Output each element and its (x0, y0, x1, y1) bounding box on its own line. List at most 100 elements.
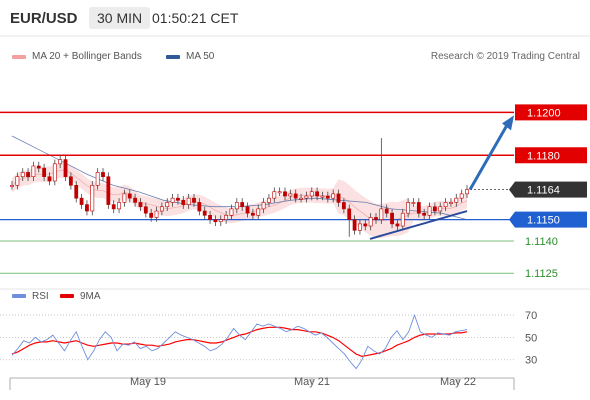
candle-body (432, 206, 437, 212)
candle-body (443, 202, 448, 208)
candle-body (127, 193, 132, 199)
candle-body (90, 184, 95, 212)
candle-body (181, 200, 186, 205)
candle-body (63, 159, 68, 178)
candle-body (299, 197, 303, 200)
level-tag-arrow-1.1164 (509, 181, 515, 198)
candle-body (406, 202, 411, 214)
candle-body (325, 195, 330, 199)
candle-body (336, 193, 341, 203)
candle-body (459, 193, 464, 199)
level-label-1.1140: 1.1140 (525, 236, 558, 248)
rsi-line (11, 313, 468, 370)
candle-body (379, 208, 384, 220)
rsi-tick-30: 30 (525, 355, 537, 367)
candle-body (256, 208, 261, 216)
x-tick-label: May 19 (130, 376, 166, 388)
candle-body (374, 217, 378, 220)
candle-body (304, 195, 309, 199)
candle-body (208, 215, 212, 220)
candle-body (390, 212, 394, 225)
x-tick-label: May 21 (294, 376, 330, 388)
candle-body (272, 191, 277, 199)
candle-body (165, 202, 170, 208)
candle-body (36, 165, 41, 169)
candle-body (293, 193, 298, 199)
candles (10, 138, 469, 237)
candle-body (79, 197, 84, 205)
ma50-legend-label: MA 50 (186, 51, 215, 62)
candle-body (133, 197, 138, 203)
candle-body (250, 212, 255, 216)
rsi-legend-label: RSI (32, 291, 49, 302)
candle-body (288, 193, 293, 197)
candle-body (267, 197, 271, 203)
candle-body (26, 172, 30, 178)
candle-body (95, 172, 100, 186)
candle-body (52, 163, 57, 182)
level-label-1.1200: 1.1200 (527, 107, 561, 119)
candle-body (42, 167, 47, 178)
candle-body (192, 197, 196, 203)
candle-body (400, 212, 405, 227)
candle-body (20, 172, 25, 178)
candle-body (422, 212, 427, 216)
candle-body (197, 202, 202, 212)
candle-body (159, 206, 164, 212)
symbol-label: EUR/USD (10, 10, 78, 27)
candle-body (368, 217, 373, 227)
rsi-swatch (12, 294, 26, 298)
candle-body (149, 212, 154, 218)
level-tag-1.1180 (515, 147, 587, 164)
candle-body (341, 202, 346, 210)
level-tag-1.1200 (515, 104, 587, 121)
candle-body (224, 215, 229, 220)
candle-body (74, 184, 79, 199)
ma20-legend-label: MA 20 + Bollinger Bands (32, 51, 142, 62)
candle-body (261, 202, 266, 210)
copyright-text: Research © 2019 Trading Central (430, 51, 580, 62)
candle-body (186, 197, 191, 205)
candle-body (85, 204, 89, 212)
candle-body (438, 206, 443, 212)
candle-body (331, 193, 336, 199)
ma20-swatch (12, 55, 26, 59)
candle-body (416, 202, 421, 214)
candle-body (111, 204, 116, 210)
candle-body (277, 191, 282, 194)
candle-body (283, 191, 287, 197)
rsi-tick-50: 50 (525, 332, 537, 344)
chart-header: EUR/USD 30 MIN 01:50:21 CET (0, 0, 590, 36)
x-tick-label: May 22 (440, 376, 476, 388)
candle-body (106, 176, 111, 205)
candle-body (411, 202, 416, 204)
candle-body (229, 208, 234, 216)
rsi-tick-70: 70 (525, 310, 537, 322)
level-tag-arrow-1.1150 (509, 211, 515, 228)
ma9-legend-label: 9MA (80, 291, 101, 302)
projection-arrow-line (468, 122, 510, 191)
candle-body (138, 202, 143, 208)
candle-body (384, 208, 389, 214)
candle-body (202, 210, 207, 216)
candle-body (10, 184, 14, 187)
candle-body (68, 176, 73, 186)
candle-body (427, 206, 432, 216)
candle-body (465, 189, 469, 195)
ma9-swatch (60, 294, 74, 298)
support-trendline (369, 210, 468, 240)
candle-body (395, 223, 400, 227)
level-label-1.1125: 1.1125 (525, 268, 558, 280)
candle-body (58, 159, 63, 165)
candle-body (213, 219, 218, 223)
candle-body (176, 197, 180, 201)
candle-body (454, 197, 459, 203)
candle-body (315, 191, 320, 197)
level-label-1.1164: 1.1164 (527, 185, 560, 197)
candle-body (143, 206, 148, 214)
candle-body (320, 195, 325, 198)
candle-body (347, 208, 352, 220)
timeframe-badge[interactable]: 30 MIN (89, 7, 151, 29)
candle-body (117, 202, 121, 210)
ma50-line (11, 135, 468, 220)
